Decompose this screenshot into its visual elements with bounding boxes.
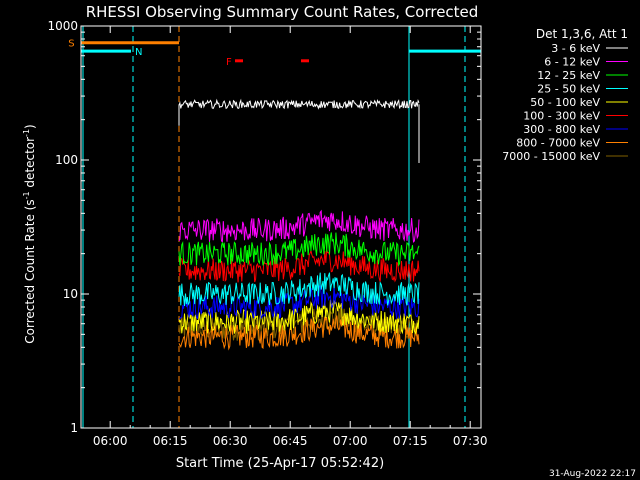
series-line bbox=[178, 98, 420, 110]
y-axis-label-end: ) bbox=[23, 124, 37, 129]
x-tick-label: 07:00 bbox=[333, 434, 368, 448]
legend-label: 7000 - 15000 keV bbox=[502, 150, 600, 163]
x-tick-label: 07:30 bbox=[453, 434, 488, 448]
legend-label: 6 - 12 keV bbox=[544, 56, 600, 69]
y-axis-label-sup1: -1 bbox=[22, 191, 31, 199]
y-axis-label: Corrected Count Rate (s-1 detector-1) bbox=[22, 124, 37, 343]
y-tick-label: 1 bbox=[70, 421, 78, 435]
legend-header: Det 1,3,6, Att 1 bbox=[536, 27, 628, 41]
legend-label: 100 - 300 keV bbox=[523, 110, 600, 123]
x-tick-label: 06:00 bbox=[93, 434, 128, 448]
series-line bbox=[178, 248, 420, 283]
y-axis-label-sup2: -1 bbox=[22, 129, 31, 137]
y-tick-label: 10 bbox=[63, 287, 78, 301]
x-tick-label: 06:30 bbox=[213, 434, 248, 448]
axis-ticks: 06:00 06:15 06:30 06:45 07:00 07:15 07:30 1 10 10… bbox=[47, 19, 487, 448]
legend-label: 25 - 50 keV bbox=[537, 83, 600, 96]
legend-label: 3 - 6 keV bbox=[551, 42, 600, 55]
x-tick-label: 06:15 bbox=[153, 434, 188, 448]
y-tick-label: 100 bbox=[55, 153, 78, 167]
series-line bbox=[178, 315, 420, 351]
annotation-f: F bbox=[226, 57, 232, 68]
legend-label: 300 - 800 keV bbox=[523, 123, 600, 136]
y-axis-label-mid: detector bbox=[23, 137, 37, 192]
plot-timestamp: 31-Aug-2022 22:17 bbox=[549, 469, 636, 479]
y-tick-label: 1000 bbox=[47, 19, 78, 33]
legend-label: 12 - 25 keV bbox=[537, 69, 600, 82]
x-axis-label: Start Time (25-Apr-17 05:52:42) bbox=[176, 456, 384, 471]
x-tick-label: 06:45 bbox=[273, 434, 308, 448]
chart-title: RHESSI Observing Summary Count Rates, Co… bbox=[86, 3, 479, 21]
annotation-s: S bbox=[68, 39, 74, 50]
series-line bbox=[178, 232, 420, 268]
series-line bbox=[178, 285, 420, 320]
series-line bbox=[178, 209, 420, 243]
series-line bbox=[178, 299, 420, 335]
annotation-n: N bbox=[135, 47, 142, 58]
series-line bbox=[178, 272, 420, 307]
legend-label: 50 - 100 keV bbox=[530, 96, 600, 109]
plot-area: S N F bbox=[68, 26, 481, 428]
x-tick-label: 07:15 bbox=[393, 434, 428, 448]
legend-label: 800 - 7000 keV bbox=[516, 137, 600, 150]
plot-frame bbox=[80, 25, 482, 429]
y-axis-label-main: Corrected Count Rate (s bbox=[23, 199, 37, 343]
